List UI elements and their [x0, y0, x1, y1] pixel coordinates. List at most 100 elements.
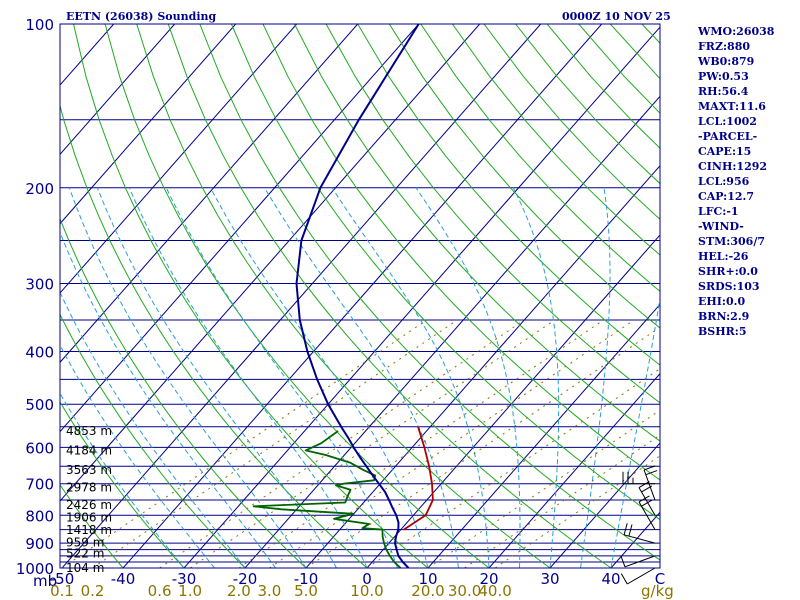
wind-barb-feather [638, 481, 650, 489]
pressure-tick-label: 1000 [16, 560, 54, 578]
sounding-index-item: RH:56.4 [698, 85, 749, 98]
sounding-index-item: HEL:-26 [698, 250, 749, 263]
moist-adiabat-line [415, 187, 521, 568]
height-label: 1418 m [66, 523, 112, 537]
isotherm-line [427, 303, 660, 568]
temperature-tick-label: 30 [540, 570, 559, 588]
mixing-ratio-line [189, 319, 556, 568]
mixing-ratio-line [269, 319, 635, 568]
isotherm-line [60, 24, 420, 433]
mixing-ratio-label: 40.0 [478, 582, 511, 600]
dry-adiabat-line [451, 24, 660, 256]
mixing-ratio-label: 1.0 [178, 582, 202, 600]
mixing-ratio-label: 0.1 [50, 582, 74, 600]
dry-adiabat-line [104, 24, 490, 568]
mixing-ratio-label: 30.0 [448, 582, 481, 600]
height-label: 3563 m [66, 463, 112, 477]
isotherm-line [60, 24, 237, 225]
dry-adiabat-line [60, 217, 307, 568]
wind-barb-feather [643, 465, 656, 471]
moist-adiabat-line [60, 290, 246, 568]
mixing-ratio-label: 0.2 [81, 582, 105, 600]
plot-area [60, 24, 660, 568]
moist-adiabat-line [580, 187, 611, 568]
dry-adiabat-line [388, 24, 660, 329]
mixing-ratio-line [92, 319, 458, 568]
dry-adiabat-line [60, 400, 185, 568]
sounding-index-item: SHR+:0.0 [698, 265, 758, 278]
moist-adiabat-line [210, 187, 429, 568]
mixing-ratio-label: 3.0 [257, 582, 281, 600]
wind-barb-feather [638, 495, 650, 503]
isotherm-line [60, 24, 481, 502]
wind-barb-feather [628, 524, 633, 537]
sounding-index-item: WMO:26038 [698, 25, 775, 38]
sounding-index-item: STM:306/7 [698, 235, 765, 248]
pressure-tick-label: 600 [25, 439, 54, 457]
pressure-unit-label: mb [33, 572, 57, 590]
temperature-tick-label: 40 [601, 570, 620, 588]
sounding-index-item: -WIND- [698, 220, 744, 233]
sounding-index-item: LFC:-1 [698, 205, 739, 218]
mixing-ratio-label: 10.0 [350, 582, 383, 600]
dry-adiabat-line [262, 24, 660, 481]
sounding-index-item: MAXT:11.6 [698, 100, 766, 113]
wind-barb-feather [620, 555, 626, 567]
isotherm-line [488, 372, 660, 568]
isotherm-line [61, 24, 542, 568]
pressure-tick-label: 800 [25, 507, 54, 525]
height-label: 4184 m [66, 443, 112, 457]
sounding-index-item: CAPE:15 [698, 145, 752, 158]
pressure-tick-label: 900 [25, 535, 54, 553]
plot-frame [59, 23, 661, 569]
mixing-ratio-label: 0.6 [148, 582, 172, 600]
temperature-tick-label: -30 [172, 570, 197, 588]
pressure-tick-label: 100 [25, 16, 54, 34]
chart-title: EETN (26038) Sounding [66, 10, 216, 23]
moist-adiabat-line [68, 187, 307, 568]
temperature-tick-label: 0 [362, 570, 372, 588]
dry-adiabat-line [60, 483, 124, 568]
wind-barb [627, 567, 656, 585]
isotherm-line [305, 164, 660, 568]
dry-adiabat-line [60, 313, 246, 568]
mixing-ratio-line [494, 455, 660, 568]
pressure-tick-label: 400 [25, 344, 54, 362]
height-label: 104 m [66, 561, 104, 575]
sounding-index-item: FRZ:880 [698, 40, 751, 53]
parcel-profile-line [403, 426, 434, 531]
height-label: 2978 m [66, 481, 112, 495]
mixing-ratio-label: 2.0 [227, 582, 251, 600]
moist-adiabat-line [264, 187, 459, 568]
sounding-index-item: WB0:879 [698, 55, 755, 68]
wind-barb [624, 555, 656, 568]
moist-adiabat-line [60, 343, 215, 568]
dry-adiabat-line [357, 24, 660, 366]
mixing-ratio-line [305, 326, 660, 568]
temperature-tick-label: -40 [111, 570, 136, 588]
temperature-tick-label: C [655, 570, 665, 588]
mixing-ratio-unit-label: g/kg [641, 582, 674, 600]
height-label: 4853 m [66, 424, 112, 438]
sounding-index-item: -PARCEL- [698, 130, 758, 143]
pressure-tick-label: 300 [25, 276, 54, 294]
wind-barb-feather [645, 470, 658, 476]
height-label: 959 m [66, 536, 104, 550]
dry-adiabat-line [60, 103, 368, 568]
isotherm-line [60, 24, 176, 156]
moist-adiabat-line [331, 187, 490, 568]
pressure-tick-label: 700 [25, 476, 54, 494]
temperature-tick-label: -20 [233, 570, 258, 588]
mixing-ratio-line [366, 368, 660, 568]
isotherm-line [60, 24, 298, 294]
moist-adiabat-line [128, 187, 368, 568]
sounding-index-item: EHI:0.0 [698, 295, 746, 308]
isotherm-line [366, 234, 660, 568]
pressure-tick-label: 200 [25, 180, 54, 198]
dry-adiabat-line [230, 24, 660, 521]
moist-adiabat-line [60, 392, 185, 568]
sounding-index-item: CINH:1292 [698, 160, 768, 173]
isotherm-line [549, 442, 660, 568]
dewpoint-profile-line [252, 430, 402, 568]
